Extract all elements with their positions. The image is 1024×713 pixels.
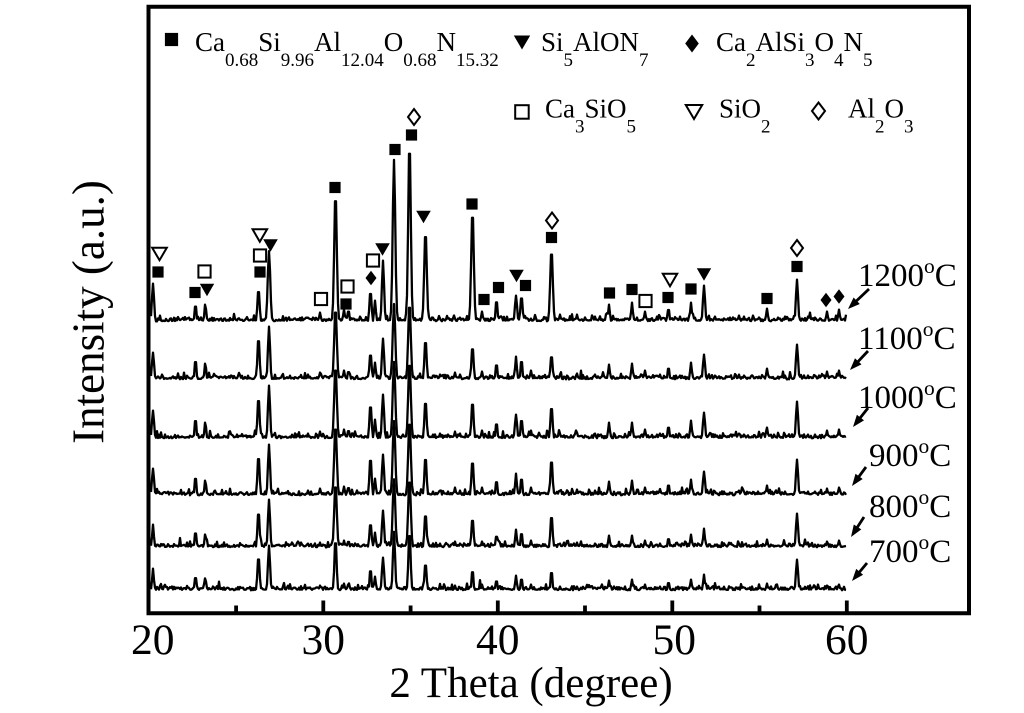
svg-text:1000oC: 1000oC (858, 376, 957, 416)
svg-text:40: 40 (476, 616, 520, 664)
svg-text:2 Theta (degree): 2 Theta (degree) (389, 660, 672, 707)
svg-text:60: 60 (825, 616, 869, 664)
svg-text:Intensity (a.u.): Intensity (a.u.) (64, 180, 114, 444)
svg-text:30: 30 (302, 616, 346, 664)
svg-text:20: 20 (131, 616, 175, 664)
svg-text:900oC: 900oC (869, 434, 951, 474)
svg-text:1200oC: 1200oC (858, 254, 957, 294)
svg-text:800oC: 800oC (869, 485, 951, 525)
svg-text:1100oC: 1100oC (858, 317, 956, 357)
svg-text:700oC: 700oC (869, 530, 951, 570)
svg-text:50: 50 (653, 616, 697, 664)
